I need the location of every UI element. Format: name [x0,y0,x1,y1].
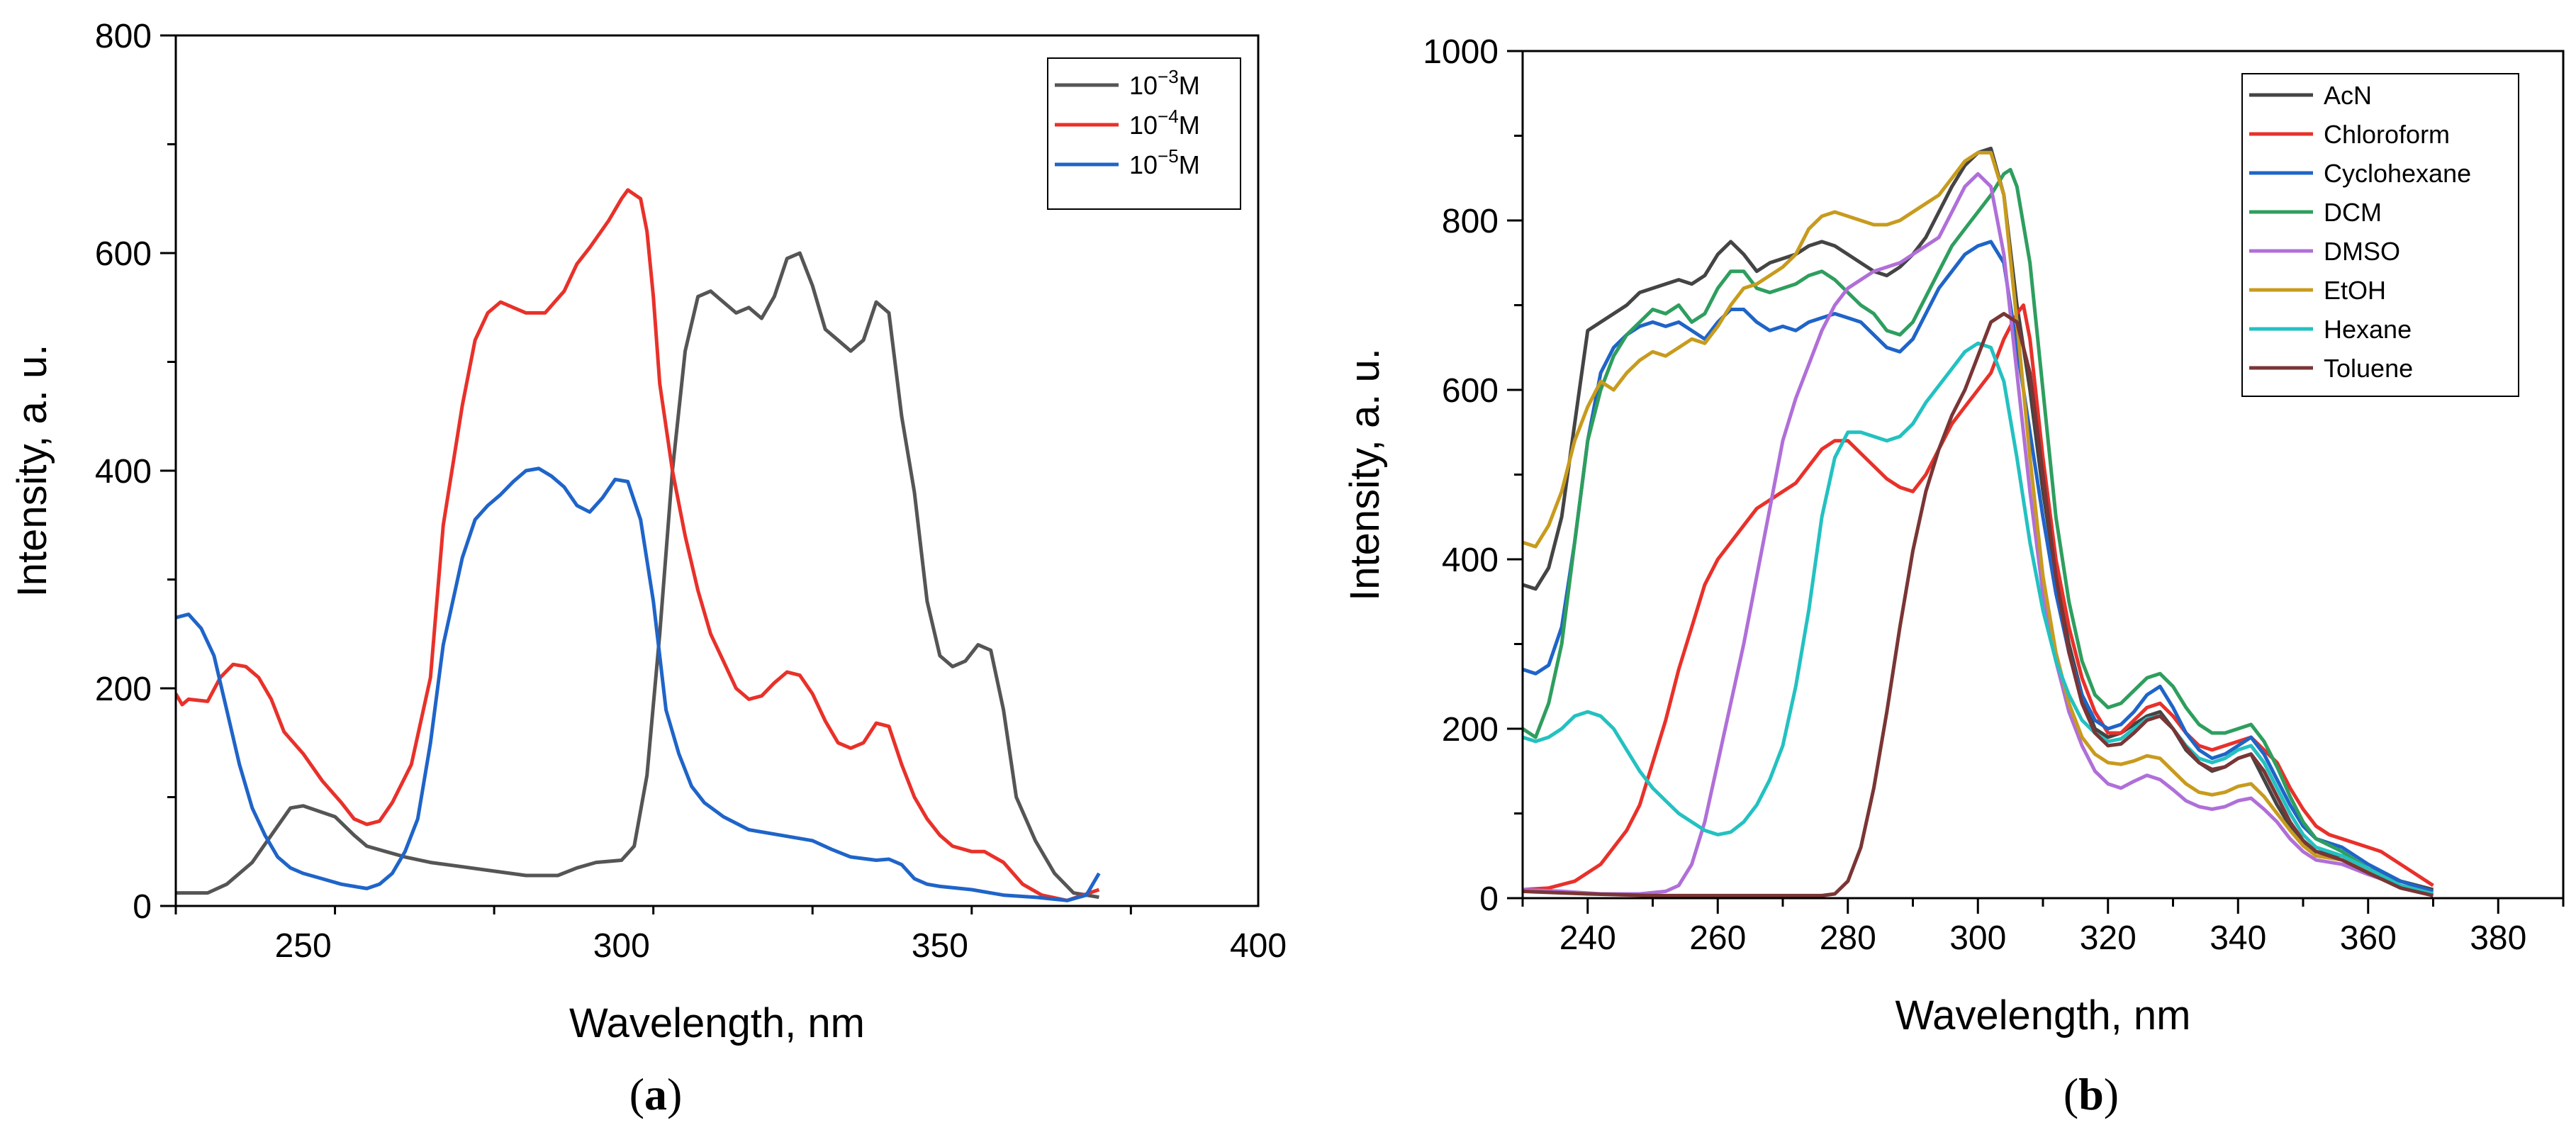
y-tick-label: 0 [1479,880,1499,918]
series-line-10−3 [176,251,1099,900]
y-tick-label: 200 [1442,711,1499,749]
legend-entry: DMSO [2324,237,2400,266]
x-tick-label: 350 [912,927,968,965]
x-tick-label: 300 [1949,919,2006,957]
y-tick-label: 800 [95,18,152,55]
legend-entry: Cyclohexane [2324,159,2471,188]
series-line-cyclohexane [1523,240,2434,893]
series-line-dcm [1523,167,2434,896]
legend-entry: EtOH [2324,276,2386,305]
series-line-chloroform [1523,303,2434,892]
legend-entry: Hexane [2324,315,2412,344]
legend-entry: AcN [2324,81,2372,110]
panel-label: (a) [629,1069,683,1119]
x-tick-label: 340 [2210,919,2266,957]
y-axis-title: Intensity, a. u. [9,345,55,598]
x-tick-label: 260 [1689,919,1746,957]
legend-entry: Chloroform [2324,120,2450,149]
y-tick-label: 600 [95,235,152,273]
y-tick-label: 200 [95,671,152,708]
y-tick-label: 800 [1442,203,1499,240]
y-tick-label: 0 [133,888,152,926]
x-tick-label: 300 [593,927,650,965]
y-tick-label: 1000 [1423,33,1499,71]
series-line-etoh [1523,150,2434,896]
series-line-10−5 [176,466,1101,902]
legend: AcN Chloroform Cyclohexane DCM DMSO EtOH Hexan… [2241,73,2519,397]
legend-box [2241,73,2519,397]
x-tick-label: 320 [2080,919,2137,957]
x-tick-label: 400 [1230,927,1287,965]
legend: 10−3M 10−4M 10−5M [1047,57,1241,210]
x-tick-label: 360 [2340,919,2397,957]
chart-panel-b: 240 260 280 300 320 340 360 380 0 200 400 600 800 100… [1342,33,2565,1119]
legend-entry: Toluene [2324,354,2413,383]
chart-panel-a: 250 300 350 400 0 200 400 600 800 Wavelength, nm I… [9,18,1287,1119]
y-tick-label: 400 [95,453,152,491]
x-tick-label: 280 [1820,919,1876,957]
legend-entry: 10−5M [1129,145,1200,179]
x-tick-label: 240 [1559,919,1616,957]
series-line-hexane [1523,341,2434,896]
x-axis-title: Wavelength, nm [569,1000,865,1046]
legend-box [1047,57,1241,210]
series-line-dmso [1523,172,2434,896]
x-axis-title: Wavelength, nm [1895,992,2191,1039]
series-line-toluene [1523,312,2434,897]
y-axis-title: Intensity, a. u. [1342,348,1388,601]
x-tick-label: 250 [275,927,332,965]
y-tick-label: 600 [1442,372,1499,410]
panel-label: (b) [2063,1069,2119,1119]
y-tick-label: 400 [1442,542,1499,579]
legend-entry: 10−4M [1129,106,1200,140]
legend-entry: DCM [2324,198,2382,227]
series-line-10−4 [176,188,1100,902]
x-tick-label: 380 [2470,919,2526,957]
legend-entry: 10−3M [1129,66,1200,100]
